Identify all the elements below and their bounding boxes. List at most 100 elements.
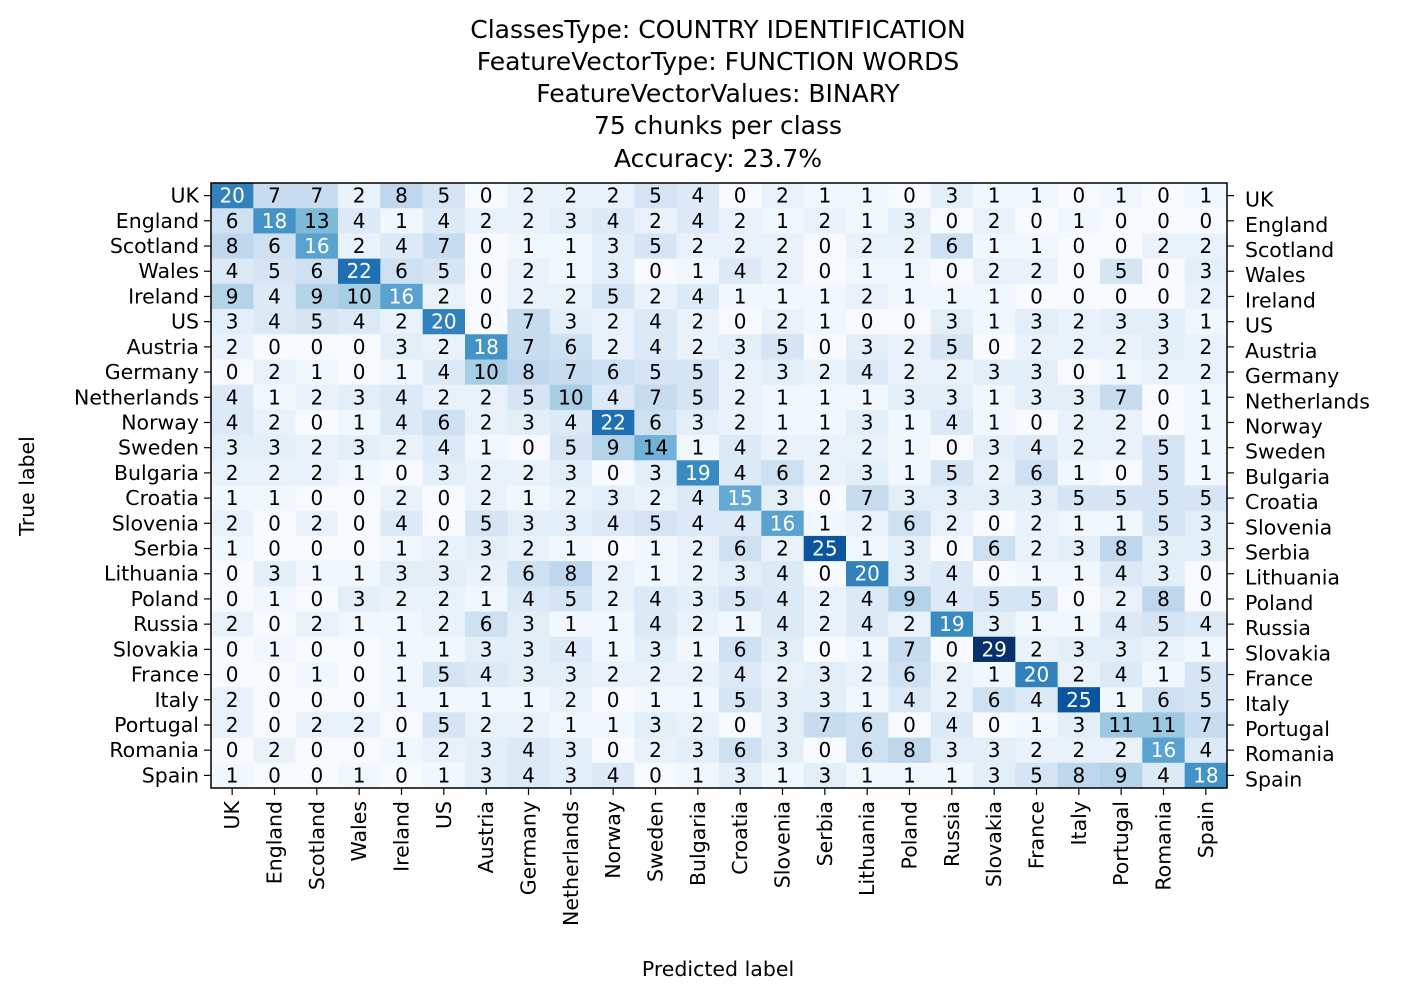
cell-value-label: 3: [395, 562, 408, 586]
heatmap-cell: [338, 258, 381, 285]
cell-value-label: 2: [310, 385, 323, 409]
cell-value-label: 1: [395, 688, 408, 712]
heatmap-cell: [422, 258, 466, 285]
x-axis-ticks: UK England Scotland Wales Ireland US Austria Ge…: [220, 788, 1218, 926]
y-tick-label-left: Russia: [133, 612, 199, 636]
y-tick-label-left: Serbia: [134, 537, 199, 561]
heatmap-cell: [507, 485, 551, 512]
heatmap-cell: [846, 762, 889, 789]
y-tick-label-left: Slovenia: [112, 511, 199, 535]
cell-value-label: 1: [310, 663, 323, 687]
cell-value-label: 1: [861, 537, 874, 561]
heatmap-cell: [295, 485, 339, 512]
heatmap-cell: [973, 661, 1016, 688]
cell-value-label: 0: [1072, 360, 1085, 384]
x-tick-label: Slovenia: [771, 801, 795, 888]
cell-value-label: 4: [522, 763, 535, 787]
heatmap-cell: [465, 435, 508, 461]
cell-value-label: 7: [1115, 385, 1128, 409]
heatmap-cell: [930, 283, 974, 310]
heatmap-cell: [592, 485, 635, 512]
heatmap-cell: [295, 586, 339, 613]
heatmap-cell: [803, 611, 847, 638]
heatmap-cell: [1015, 510, 1059, 537]
heatmap-cell: [1142, 586, 1186, 613]
heatmap-cell: [973, 384, 1016, 411]
cell-value-label: 1: [988, 184, 1001, 208]
cell-value-label: 2: [607, 587, 620, 611]
heatmap-cell: [676, 762, 720, 789]
heatmap-cell: [380, 586, 424, 613]
cell-value-label: 1: [1199, 310, 1212, 334]
heatmap-cell: [930, 661, 974, 688]
heatmap-cell: [676, 183, 720, 209]
cell-value-label: 1: [903, 259, 916, 283]
heatmap-cell: [549, 384, 593, 411]
heatmap-cell: [888, 561, 932, 587]
heatmap-cell: [719, 561, 762, 587]
y-tick-label-left: Bulgaria: [114, 461, 199, 485]
heatmap-cell: [719, 208, 762, 235]
cell-value-label: 0: [818, 335, 831, 359]
heatmap-cell: [761, 384, 805, 411]
cell-value-label: 0: [1030, 410, 1043, 434]
heatmap-cell: [930, 586, 974, 613]
heatmap-cell: [973, 737, 1016, 764]
heatmap-cell: [973, 183, 1016, 209]
cell-value-label: 2: [353, 713, 366, 737]
heatmap-cell: [973, 611, 1016, 638]
cell-value-label: 1: [649, 688, 662, 712]
heatmap-cell: [465, 762, 508, 789]
y-tick-label-right: Norway: [1245, 414, 1323, 438]
cell-value-label: 1: [437, 688, 450, 712]
cell-value-label: 2: [1072, 738, 1085, 762]
heatmap-cell: [380, 309, 424, 335]
y-tick-label-left: Scotland: [110, 234, 199, 258]
heatmap-cell: [1057, 586, 1101, 613]
heatmap-cell: [1142, 737, 1186, 764]
cell-value-label: 0: [1030, 209, 1043, 233]
heatmap-cell: [761, 334, 805, 361]
cell-value-label: 0: [310, 637, 323, 661]
cell-value-label: 1: [1072, 612, 1085, 636]
cell-value-label: 3: [1115, 637, 1128, 661]
heatmap-cell: [253, 561, 297, 587]
heatmap-cell: [676, 510, 720, 537]
cell-value-label: 1: [310, 562, 323, 586]
heatmap-cell: [592, 510, 635, 537]
cell-value-label: 0: [818, 234, 831, 258]
heatmap-cell: [549, 561, 593, 587]
heatmap-cell: [1015, 636, 1059, 663]
heatmap-cell: [1015, 611, 1059, 638]
heatmap-cell: [549, 309, 593, 335]
cell-value-label: 7: [522, 310, 535, 334]
cell-value-label: 2: [1072, 335, 1085, 359]
heatmap-cell: [761, 359, 805, 386]
cell-value-label: 3: [861, 335, 874, 359]
heatmap-cell: [295, 611, 339, 638]
cell-value-label: 1: [226, 486, 239, 510]
heatmap-cell: [338, 384, 381, 411]
heatmap-cell: [338, 561, 381, 587]
cell-value-label: 0: [353, 537, 366, 561]
cell-value-label: 3: [564, 461, 577, 485]
heatmap-cell: [719, 309, 762, 335]
cell-value-label: 2: [649, 738, 662, 762]
cell-value-label: 5: [437, 663, 450, 687]
cell-value-label: 2: [226, 713, 239, 737]
cell-value-label: 4: [734, 436, 747, 460]
heatmap-cell: [973, 208, 1016, 235]
cell-value-label: 2: [1115, 436, 1128, 460]
heatmap-cell: [295, 535, 339, 562]
heatmap-cell: [1142, 661, 1186, 688]
cell-value-label: 1: [564, 537, 577, 561]
cell-value-label: 11: [1151, 713, 1176, 737]
heatmap-cell: [253, 258, 297, 285]
heatmap-cell: [380, 712, 424, 739]
cell-value-label: 2: [945, 511, 958, 535]
heatmap-cell: [634, 535, 678, 562]
heatmap-cell: [1184, 334, 1228, 361]
cell-value-label: 2: [310, 713, 323, 737]
heatmap-cell: [422, 611, 466, 638]
heatmap-cell: [295, 762, 339, 789]
